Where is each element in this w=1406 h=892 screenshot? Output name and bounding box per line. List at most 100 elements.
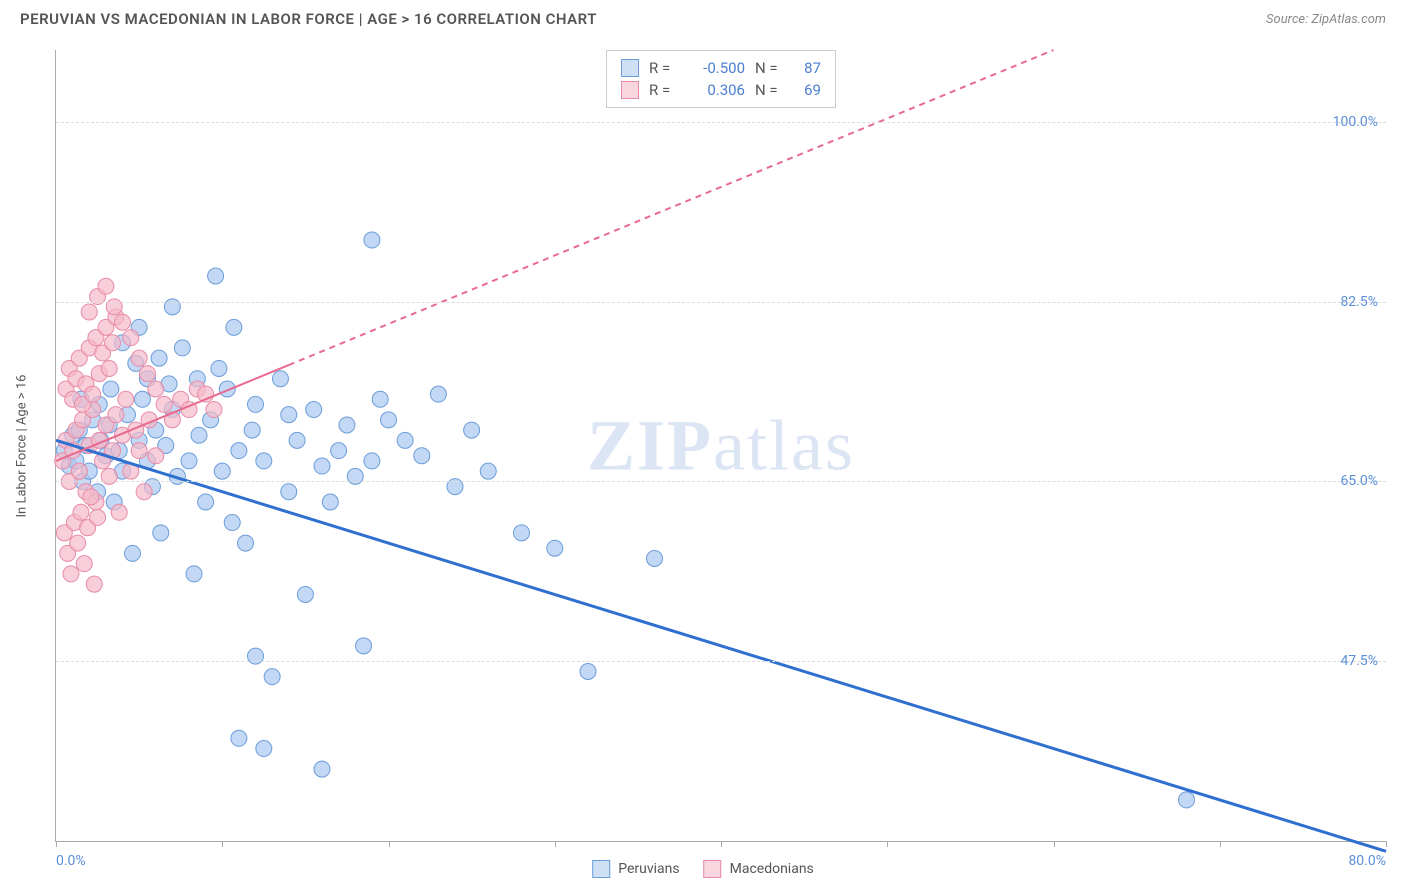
legend-stats-row: R = 0.306 N = 69 <box>621 79 821 101</box>
scatter-point <box>226 319 242 335</box>
scatter-point <box>331 443 347 459</box>
scatter-point <box>244 422 260 438</box>
legend-label: Macedonians <box>730 861 814 877</box>
scatter-point <box>297 586 313 602</box>
gridline <box>56 302 1386 303</box>
scatter-point <box>272 371 288 387</box>
chart-title: PERUVIAN VS MACEDONIAN IN LABOR FORCE | … <box>20 10 597 28</box>
scatter-point <box>71 463 87 479</box>
scatter-point <box>208 268 224 284</box>
gridline <box>56 122 1386 123</box>
scatter-point <box>206 402 222 418</box>
scatter-point <box>191 427 207 443</box>
scatter-point <box>238 535 254 551</box>
stat-n-label: N = <box>755 81 781 99</box>
legend-item: Peruvians <box>592 860 679 878</box>
x-label-max: 80.0% <box>1348 853 1386 869</box>
scatter-point <box>322 494 338 510</box>
scatter-point <box>480 463 496 479</box>
scatter-point <box>580 664 596 680</box>
scatter-point <box>364 453 380 469</box>
scatter-point <box>70 535 86 551</box>
stat-r-label: R = <box>649 59 675 77</box>
scatter-point <box>111 504 127 520</box>
gridline <box>56 661 1386 662</box>
scatter-point <box>381 412 397 428</box>
x-tick <box>56 841 57 847</box>
gridline <box>56 481 1386 482</box>
scatter-point <box>103 381 119 397</box>
scatter-svg <box>56 50 1386 841</box>
legend-label: Peruvians <box>618 861 679 877</box>
scatter-point <box>148 448 164 464</box>
y-tick-label: 47.5% <box>1340 653 1378 669</box>
legend-swatch <box>621 81 639 99</box>
scatter-point <box>186 566 202 582</box>
scatter-point <box>281 407 297 423</box>
scatter-point <box>314 458 330 474</box>
scatter-point <box>108 407 124 423</box>
trend-line <box>56 440 1386 851</box>
scatter-point <box>124 545 140 561</box>
x-tick <box>389 841 390 847</box>
x-tick <box>887 841 888 847</box>
y-tick-label: 82.5% <box>1340 294 1378 310</box>
legend-swatch <box>704 860 722 878</box>
scatter-point <box>356 638 372 654</box>
scatter-point <box>281 484 297 500</box>
legend-stats-row: R =-0.500N =87 <box>621 57 821 79</box>
scatter-point <box>148 381 164 397</box>
scatter-point <box>231 443 247 459</box>
scatter-point <box>156 396 172 412</box>
scatter-point <box>86 576 102 592</box>
scatter-point <box>264 669 280 685</box>
scatter-point <box>131 443 147 459</box>
series-legend: Peruvians Macedonians <box>592 860 814 878</box>
scatter-point <box>134 391 150 407</box>
y-tick-label: 100.0% <box>1333 114 1378 130</box>
scatter-point <box>211 360 227 376</box>
scatter-point <box>248 396 264 412</box>
scatter-point <box>231 730 247 746</box>
correlation-legend: R =-0.500N =87R =0.306N =69 <box>606 50 836 108</box>
x-tick <box>1386 841 1387 847</box>
scatter-point <box>174 340 190 356</box>
x-tick <box>1220 841 1221 847</box>
scatter-point <box>256 453 272 469</box>
stat-n-value: 69 <box>791 81 821 99</box>
scatter-point <box>90 509 106 525</box>
scatter-point <box>115 314 131 330</box>
x-label-min: 0.0% <box>56 853 86 869</box>
scatter-point <box>98 278 114 294</box>
legend-item: Macedonians <box>704 860 814 878</box>
x-tick <box>555 841 556 847</box>
scatter-point <box>118 391 134 407</box>
stat-n-value: 87 <box>791 59 821 77</box>
scatter-point <box>151 350 167 366</box>
stat-r-value: 0.306 <box>685 81 745 99</box>
stat-r-label: R = <box>649 81 675 99</box>
scatter-point <box>364 232 380 248</box>
scatter-point <box>224 515 240 531</box>
legend-swatch <box>592 860 610 878</box>
scatter-point <box>256 741 272 757</box>
legend-swatch <box>621 59 639 77</box>
scatter-point <box>198 494 214 510</box>
scatter-point <box>1179 792 1195 808</box>
scatter-point <box>123 330 139 346</box>
x-tick <box>721 841 722 847</box>
scatter-point <box>647 551 663 567</box>
scatter-point <box>464 422 480 438</box>
scatter-point <box>547 540 563 556</box>
scatter-point <box>430 386 446 402</box>
scatter-point <box>306 402 322 418</box>
scatter-point <box>105 335 121 351</box>
scatter-point <box>101 360 117 376</box>
x-tick <box>1054 841 1055 847</box>
scatter-point <box>139 366 155 382</box>
scatter-point <box>397 432 413 448</box>
x-tick <box>222 841 223 847</box>
scatter-point <box>414 448 430 464</box>
scatter-point <box>289 432 305 448</box>
scatter-point <box>514 525 530 541</box>
